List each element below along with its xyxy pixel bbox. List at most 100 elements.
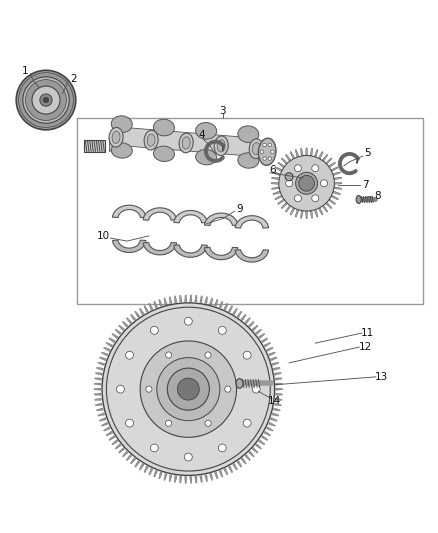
Polygon shape — [101, 352, 108, 356]
Circle shape — [294, 195, 301, 202]
Polygon shape — [275, 398, 282, 400]
Polygon shape — [122, 321, 128, 327]
Circle shape — [23, 77, 69, 123]
Polygon shape — [143, 208, 177, 220]
Polygon shape — [255, 329, 261, 335]
Polygon shape — [200, 475, 202, 482]
Circle shape — [205, 352, 211, 358]
Circle shape — [126, 419, 134, 427]
Polygon shape — [318, 151, 323, 159]
Circle shape — [268, 157, 272, 160]
Circle shape — [16, 70, 76, 130]
Polygon shape — [144, 466, 148, 473]
Polygon shape — [281, 202, 288, 208]
Polygon shape — [272, 413, 279, 416]
Polygon shape — [241, 314, 246, 320]
Polygon shape — [126, 318, 132, 324]
Polygon shape — [325, 202, 332, 208]
Polygon shape — [241, 458, 246, 464]
Polygon shape — [174, 211, 207, 223]
Ellipse shape — [111, 143, 132, 158]
Polygon shape — [334, 182, 342, 184]
Polygon shape — [205, 297, 208, 303]
Circle shape — [102, 303, 275, 475]
Polygon shape — [205, 247, 238, 260]
Polygon shape — [245, 455, 251, 461]
Polygon shape — [95, 378, 102, 380]
Polygon shape — [135, 311, 140, 318]
Polygon shape — [180, 295, 182, 302]
Polygon shape — [99, 357, 106, 361]
Polygon shape — [228, 466, 233, 473]
Polygon shape — [228, 305, 233, 312]
Ellipse shape — [252, 142, 260, 155]
Polygon shape — [95, 398, 102, 400]
Polygon shape — [195, 295, 197, 302]
Polygon shape — [110, 127, 263, 158]
Polygon shape — [96, 408, 103, 411]
Circle shape — [279, 156, 334, 211]
Polygon shape — [334, 187, 342, 189]
Polygon shape — [143, 243, 177, 255]
Circle shape — [117, 385, 124, 393]
Polygon shape — [190, 295, 192, 302]
Circle shape — [184, 317, 192, 325]
Text: 3: 3 — [219, 106, 226, 116]
Polygon shape — [233, 308, 237, 314]
Polygon shape — [266, 347, 273, 351]
Circle shape — [205, 420, 211, 426]
Circle shape — [268, 143, 272, 147]
Polygon shape — [224, 469, 228, 475]
Polygon shape — [333, 172, 340, 176]
Text: 8: 8 — [374, 191, 381, 201]
Circle shape — [126, 351, 134, 359]
Polygon shape — [159, 300, 162, 306]
Polygon shape — [275, 378, 282, 380]
Polygon shape — [219, 470, 223, 477]
Polygon shape — [139, 308, 144, 314]
Polygon shape — [224, 303, 228, 310]
Polygon shape — [270, 357, 277, 361]
Polygon shape — [275, 195, 283, 200]
Ellipse shape — [236, 378, 243, 388]
Polygon shape — [271, 182, 279, 184]
Polygon shape — [310, 148, 313, 156]
Polygon shape — [106, 431, 113, 436]
Ellipse shape — [111, 116, 132, 133]
Polygon shape — [273, 408, 280, 411]
Polygon shape — [272, 362, 279, 366]
Polygon shape — [154, 470, 158, 477]
Polygon shape — [290, 207, 295, 215]
Polygon shape — [200, 296, 202, 303]
Circle shape — [321, 180, 328, 187]
Polygon shape — [318, 207, 323, 215]
Polygon shape — [331, 167, 338, 172]
Polygon shape — [261, 435, 268, 440]
Polygon shape — [255, 443, 261, 449]
Polygon shape — [252, 448, 258, 453]
Ellipse shape — [196, 123, 217, 139]
Circle shape — [312, 165, 319, 172]
Polygon shape — [235, 250, 268, 262]
Ellipse shape — [238, 153, 259, 168]
Polygon shape — [322, 155, 328, 161]
Circle shape — [243, 419, 251, 427]
Polygon shape — [278, 199, 285, 205]
Circle shape — [218, 326, 226, 334]
Polygon shape — [249, 321, 254, 327]
Circle shape — [25, 79, 67, 120]
Polygon shape — [328, 162, 336, 168]
Polygon shape — [261, 338, 268, 343]
Ellipse shape — [144, 130, 158, 150]
Circle shape — [146, 386, 152, 392]
Polygon shape — [112, 333, 118, 338]
Polygon shape — [300, 211, 303, 218]
Polygon shape — [144, 305, 148, 312]
Polygon shape — [98, 413, 105, 416]
Polygon shape — [109, 435, 115, 440]
Text: 7: 7 — [362, 180, 369, 190]
Polygon shape — [237, 311, 242, 318]
Polygon shape — [99, 417, 106, 421]
Polygon shape — [149, 303, 153, 310]
FancyBboxPatch shape — [84, 140, 105, 152]
